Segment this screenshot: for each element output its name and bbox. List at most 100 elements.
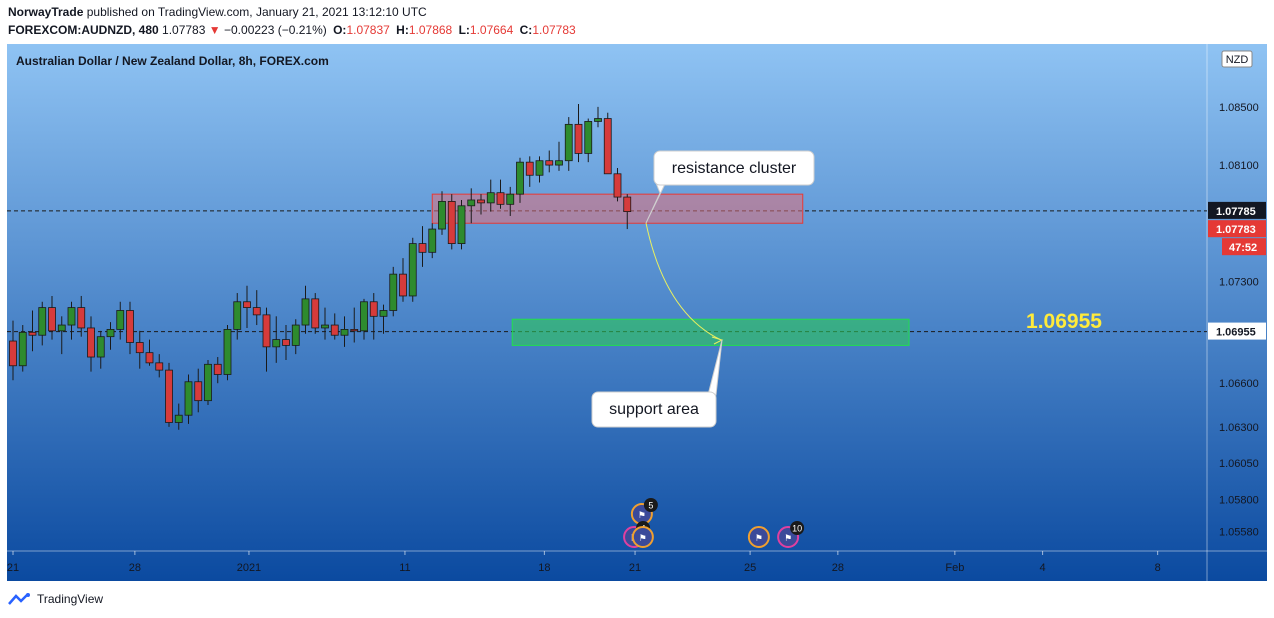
- low-label: L:: [458, 23, 470, 37]
- candle-down: [28, 310, 37, 352]
- candle-up: [457, 199, 466, 250]
- flag-icon: ⚑: [755, 533, 763, 543]
- open-label: O:: [333, 23, 347, 37]
- y-tick-label: 1.05800: [1219, 495, 1259, 507]
- candle-down: [48, 295, 56, 340]
- candle-body: [457, 205, 466, 245]
- event-marker: ⚑: [747, 526, 770, 548]
- last-price-box: [1208, 220, 1266, 238]
- candle-down: [418, 226, 427, 267]
- candle-up: [428, 223, 437, 259]
- candle-up: [360, 298, 368, 340]
- candle-up: [408, 237, 417, 302]
- candle-down: [350, 307, 359, 343]
- candle-up: [379, 304, 388, 334]
- candle-down: [525, 156, 534, 187]
- candle-down: [194, 368, 203, 413]
- candle-up: [116, 301, 125, 340]
- candle-up: [18, 325, 27, 372]
- price-levels: [7, 210, 1207, 333]
- last-price: 1.07783: [162, 23, 206, 37]
- candle-body: [311, 298, 320, 329]
- y-tick-label: 1.05580: [1219, 527, 1259, 539]
- candle-down: [477, 194, 485, 215]
- candle-down: [623, 194, 632, 230]
- x-tick-label: 21: [629, 562, 641, 574]
- currency-badge-box: [1221, 50, 1253, 68]
- low-value: 1.07664: [469, 23, 514, 37]
- candle-body: [486, 192, 495, 204]
- candle-body: [77, 307, 86, 329]
- publish-line: NorwayTrade published on TradingView.com…: [8, 5, 427, 19]
- tradingview-logo-icon[interactable]: [8, 592, 32, 606]
- candle-body: [525, 161, 534, 176]
- event-marker: ⚑: [631, 526, 654, 548]
- candle-body: [155, 362, 164, 371]
- candle-down: [447, 194, 456, 250]
- candle-body: [223, 329, 232, 375]
- price-labels-layer: 1.07785 1.07783 47:52 1.06955: [1208, 201, 1266, 340]
- candle-up: [389, 266, 398, 317]
- candle-up: [340, 316, 349, 347]
- candle-body: [555, 160, 563, 166]
- support-callout-box[interactable]: [591, 391, 717, 428]
- candle-down: [87, 316, 95, 372]
- candle-body: [165, 369, 173, 423]
- candle-body: [389, 273, 398, 311]
- x-tick-label: 28: [832, 562, 844, 574]
- countdown-box: [1222, 238, 1266, 256]
- candle-up: [467, 188, 476, 224]
- candle-body: [126, 310, 134, 343]
- candle-body: [174, 414, 183, 423]
- candle-down: [399, 258, 407, 302]
- candle-body: [243, 301, 251, 308]
- y-tick-label: 1.06600: [1219, 378, 1259, 390]
- currency-badge[interactable]: NZD: [1221, 50, 1253, 68]
- y-axis: 1.08500 1.08100 1.07300 1.06600 1.06300 1.060…: [1219, 102, 1259, 539]
- event-circle: [631, 526, 654, 548]
- price-change: −0.00223 (−0.21%): [224, 23, 327, 37]
- candle-body: [262, 314, 271, 348]
- candle-up: [438, 191, 446, 235]
- resistance-callout-text: resistance cluster: [672, 160, 797, 177]
- chart-area[interactable]: Australian Dollar / New Zealand Dollar, …: [0, 43, 1274, 583]
- brand-name[interactable]: TradingView: [37, 592, 104, 606]
- candle-up: [506, 186, 515, 216]
- candle-body: [399, 273, 407, 297]
- support-level-label: 1.06955: [1026, 310, 1102, 333]
- x-tick-label: 2021: [237, 562, 261, 574]
- candle-down: [165, 362, 173, 427]
- resistance-callout-box[interactable]: [653, 150, 815, 186]
- candle-body: [135, 342, 144, 354]
- candle-down: [496, 179, 505, 209]
- event-marker: ⚑10: [777, 521, 805, 548]
- price-label-box: [1208, 201, 1266, 219]
- candle-body: [584, 121, 593, 154]
- candle-body: [291, 324, 300, 346]
- flag-icon: ⚑: [784, 533, 792, 543]
- candle-up: [204, 359, 212, 406]
- candle-down: [603, 112, 612, 175]
- candle-body: [613, 173, 622, 198]
- projection-arrow: [645, 222, 722, 341]
- price-label-text: 1.07785: [1216, 206, 1256, 218]
- flag-icon: ⚑: [638, 510, 646, 520]
- candle-body: [594, 118, 602, 122]
- annotations-layer: resistance cluster support area 1.06955: [591, 150, 1102, 428]
- event-count-badge: [790, 521, 805, 535]
- close-label: C:: [519, 23, 533, 37]
- candle-up: [174, 403, 183, 430]
- candle-body: [428, 228, 437, 253]
- candle-body: [574, 123, 583, 154]
- events-layer: ⚑5⚑4⚑⚑⚑10: [623, 498, 805, 548]
- chart-title: Australian Dollar / New Zealand Dollar, …: [16, 54, 329, 68]
- candle-up: [184, 374, 193, 424]
- candle-up: [516, 157, 524, 203]
- candle-body: [48, 307, 56, 332]
- candle-down: [545, 150, 554, 173]
- author-name[interactable]: NorwayTrade: [8, 5, 84, 19]
- countdown-text: 47:52: [1229, 242, 1257, 254]
- y-tick-label: 1.08100: [1219, 160, 1259, 172]
- x-tick-label: 25: [744, 562, 756, 574]
- candle-up: [291, 319, 300, 355]
